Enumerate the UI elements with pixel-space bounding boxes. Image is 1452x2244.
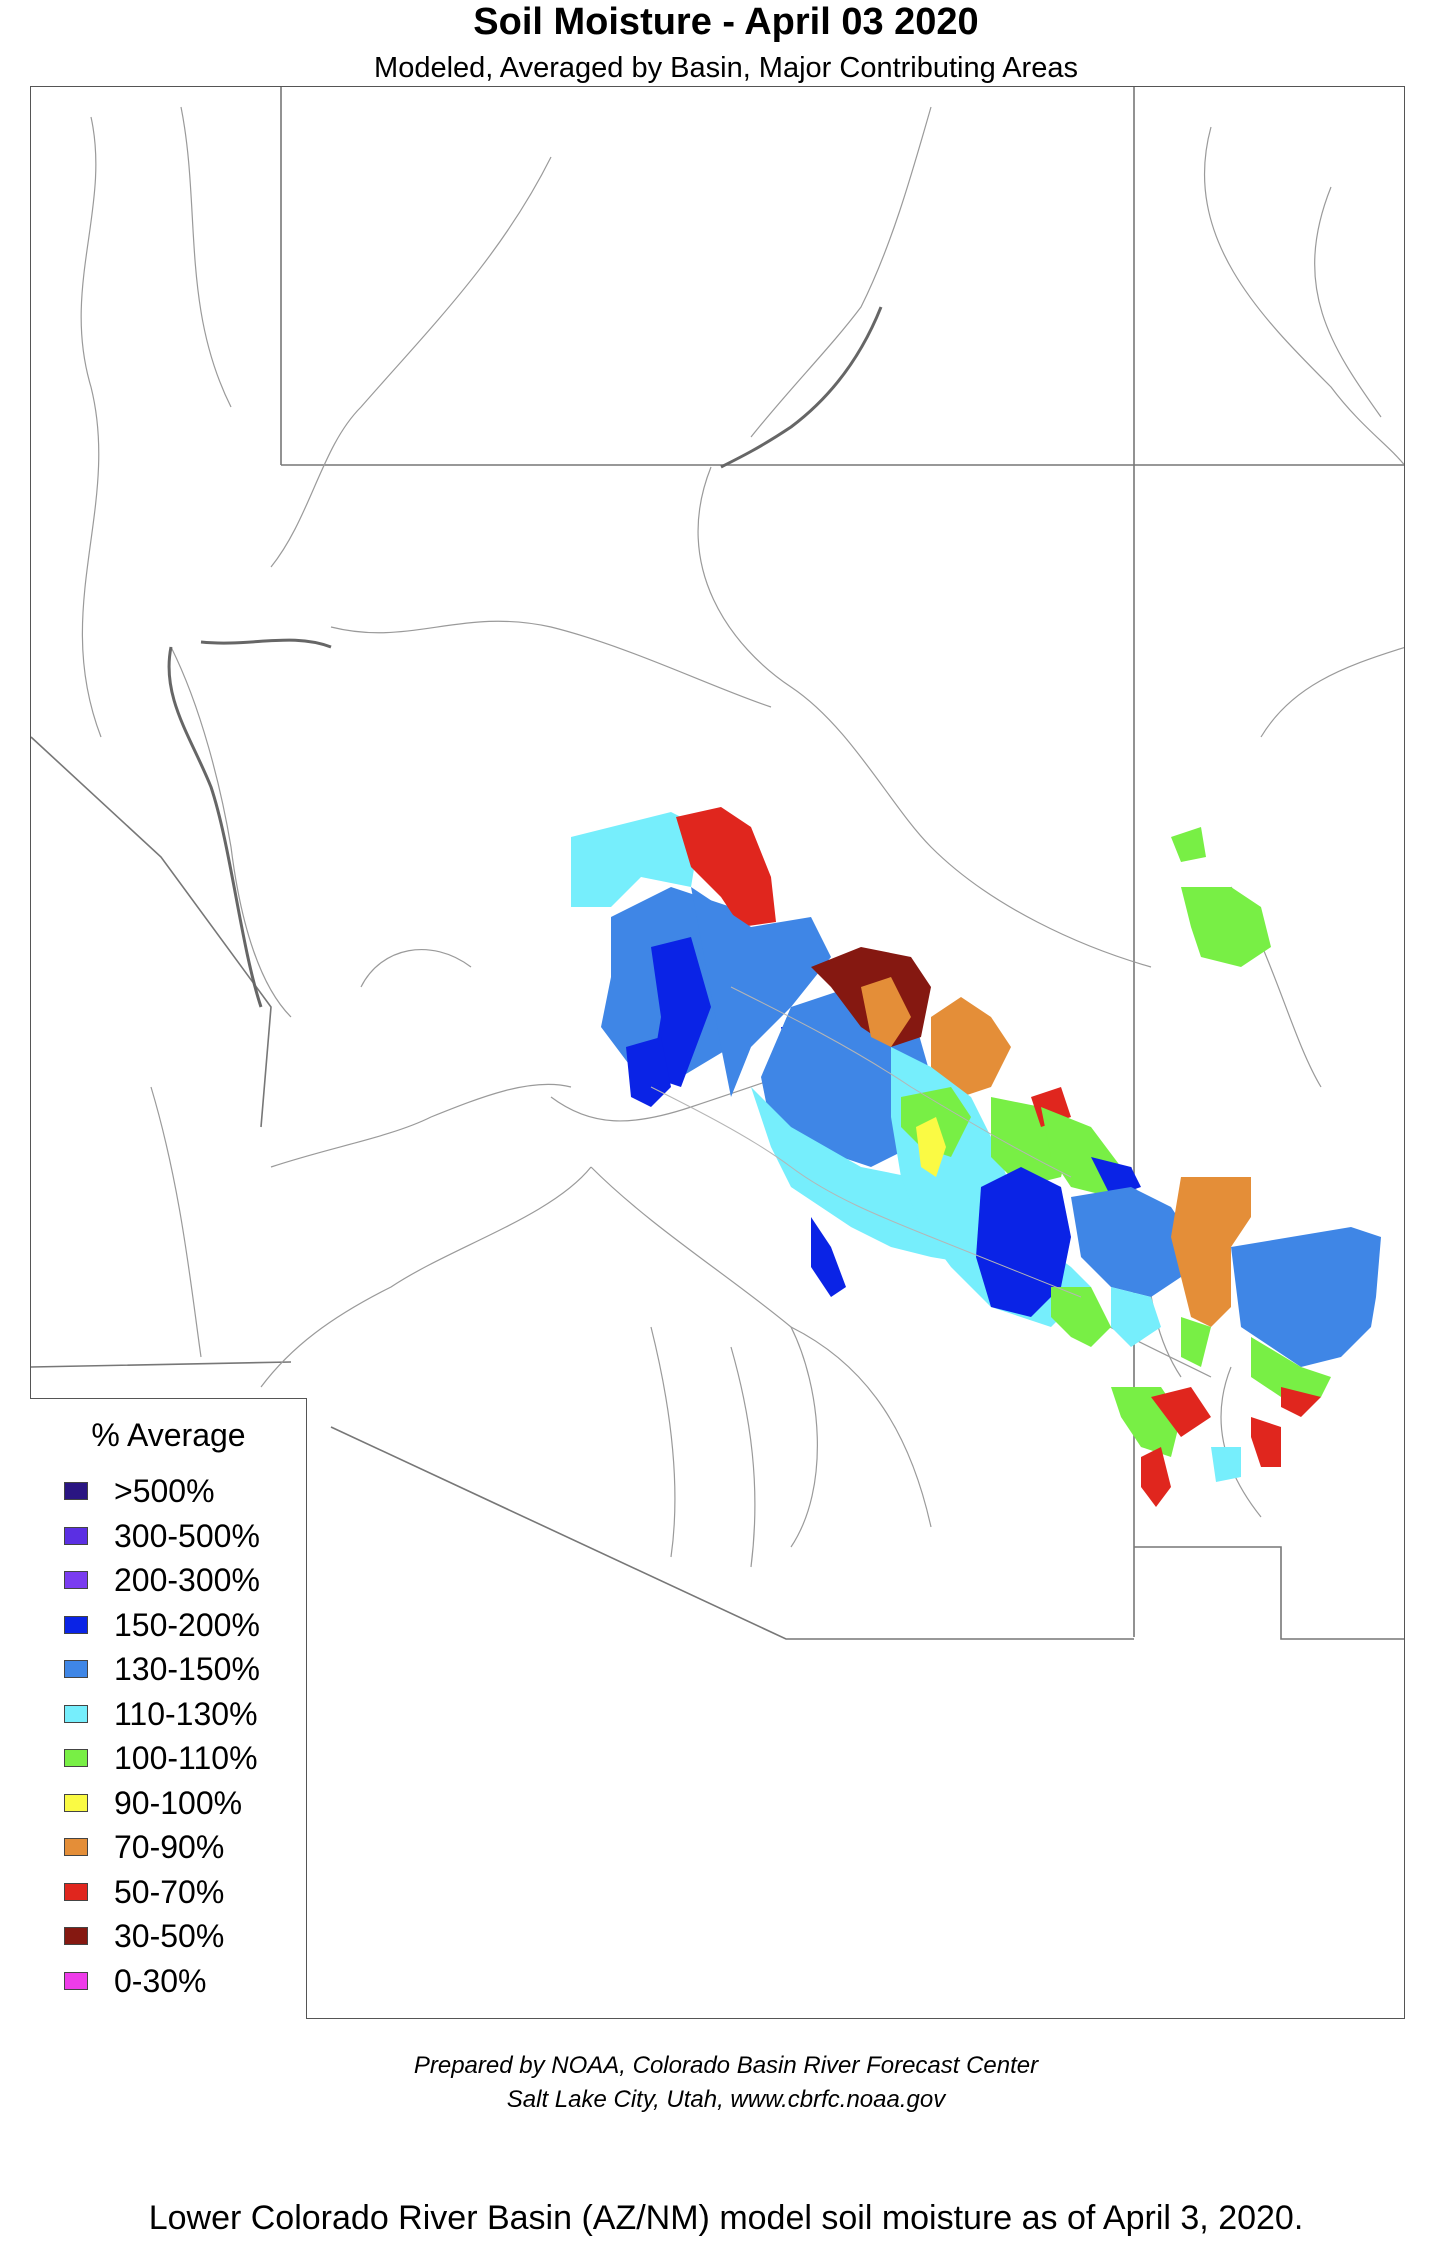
legend-item: 150-200% [64,1603,260,1648]
legend-label: 0-30% [114,1962,207,1999]
legend-item: 30-50% [64,1914,260,1959]
legend-label: 110-130% [114,1695,258,1732]
main-river [167,306,883,1008]
legend-swatch [64,1704,88,1723]
credit-line-1: Prepared by NOAA, Colorado Basin River F… [413,2052,1039,2079]
legend-item: 110-130% [64,1692,260,1737]
legend-item: 0-30% [64,1959,260,2004]
legend-label: 70-90% [114,1829,225,1866]
legend-item: 50-70% [64,1870,260,1915]
legend-swatch [64,1838,88,1857]
legend-swatch [64,1971,88,1990]
legend-swatch [64,1882,88,1901]
legend-item: 200-300% [64,1558,260,1603]
legend-label: >500% [114,1473,215,1510]
legend-label: 150-200% [114,1606,260,1643]
legend-item: 100-110% [64,1736,260,1781]
legend-label: 300-500% [114,1517,260,1554]
map-canvas [31,87,1404,1640]
legend-label: 30-50% [114,1918,225,1955]
legend-swatch [64,1927,88,1946]
legend-swatch [64,1571,88,1590]
legend-swatch [64,1793,88,1812]
legend-label: 90-100% [114,1784,243,1821]
basin-outlines [650,986,1082,1298]
legend-swatch [64,1660,88,1679]
legend: % Average >500% 300-500% 200-300% 150-200% 1… [30,1398,307,2019]
legend-label: 50-70% [114,1873,225,1910]
legend-item: 130-150% [64,1647,260,1692]
legend-item: 90-100% [64,1781,260,1826]
state-boundaries [31,87,1404,1640]
legend-swatch [64,1615,88,1634]
legend-label: 130-150% [114,1651,260,1688]
map-subtitle: Modeled, Averaged by Basin, Major Contri… [374,52,1078,84]
legend-label: 100-110% [114,1740,258,1777]
legend-swatch [64,1482,88,1501]
legend-item: 300-500% [64,1514,260,1559]
basin-fills [571,807,1381,1507]
map-title: Soil Moisture - April 03 2020 [473,1,979,43]
legend-label: 200-300% [114,1562,260,1599]
legend-list: >500% 300-500% 200-300% 150-200% 130-150% 110… [64,1469,260,2003]
legend-item: >500% [64,1469,260,1514]
legend-title: % Average [91,1417,246,1453]
credit-line-2: Salt Lake City, Utah, www.cbrfc.noaa.gov [506,2086,946,2113]
legend-swatch [64,1749,88,1768]
legend-swatch [64,1526,88,1545]
figure-caption: Lower Colorado River Basin (AZ/NM) model… [148,2199,1304,2237]
legend-item: 70-90% [64,1825,260,1870]
